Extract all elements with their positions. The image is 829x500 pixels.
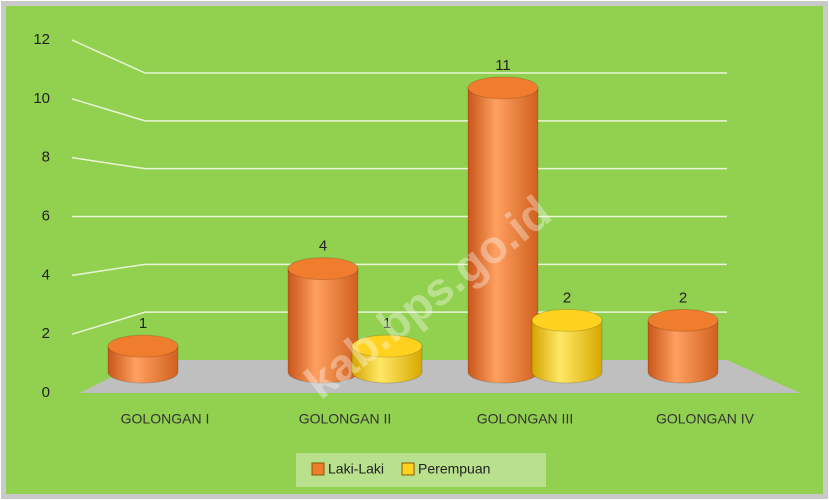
- data-label: 2: [679, 289, 687, 306]
- data-label: 11: [495, 57, 511, 74]
- legend: Laki-Laki Perempuan: [296, 453, 546, 487]
- data-label: 4: [319, 238, 327, 255]
- grid-line: [71, 39, 727, 74]
- bar-top: [647, 308, 719, 332]
- y-tick-label: 2: [42, 325, 50, 342]
- floor: [80, 360, 800, 393]
- chart-background: [6, 6, 823, 494]
- y-tick-label: 6: [42, 207, 50, 224]
- y-tick-label: 12: [33, 31, 50, 48]
- bar: [531, 319, 603, 384]
- legend-swatch: [311, 462, 325, 476]
- x-tick-label: GOLONGAN III: [477, 411, 573, 427]
- bar-top: [351, 334, 423, 358]
- legend-swatch: [401, 462, 415, 476]
- legend-label: Laki-Laki: [328, 461, 384, 477]
- legend-box: [296, 453, 546, 487]
- bar: [647, 319, 719, 384]
- y-tick-label: 0: [42, 384, 50, 401]
- bar-top: [531, 308, 603, 332]
- x-tick-label: GOLONGAN I: [121, 411, 210, 427]
- x-tick-label: GOLONGAN II: [299, 411, 392, 427]
- bar-top: [287, 257, 359, 281]
- y-tick-label: 8: [42, 149, 50, 166]
- bar-top: [107, 334, 179, 358]
- data-label: 1: [383, 315, 391, 332]
- y-tick-label: 10: [33, 90, 50, 107]
- data-label: 1: [139, 315, 147, 332]
- y-tick-label: 4: [42, 266, 50, 283]
- legend-label: Perempuan: [418, 461, 490, 477]
- bar-top: [467, 76, 539, 100]
- x-tick-label: GOLONGAN IV: [656, 411, 755, 427]
- data-label: 2: [563, 289, 571, 306]
